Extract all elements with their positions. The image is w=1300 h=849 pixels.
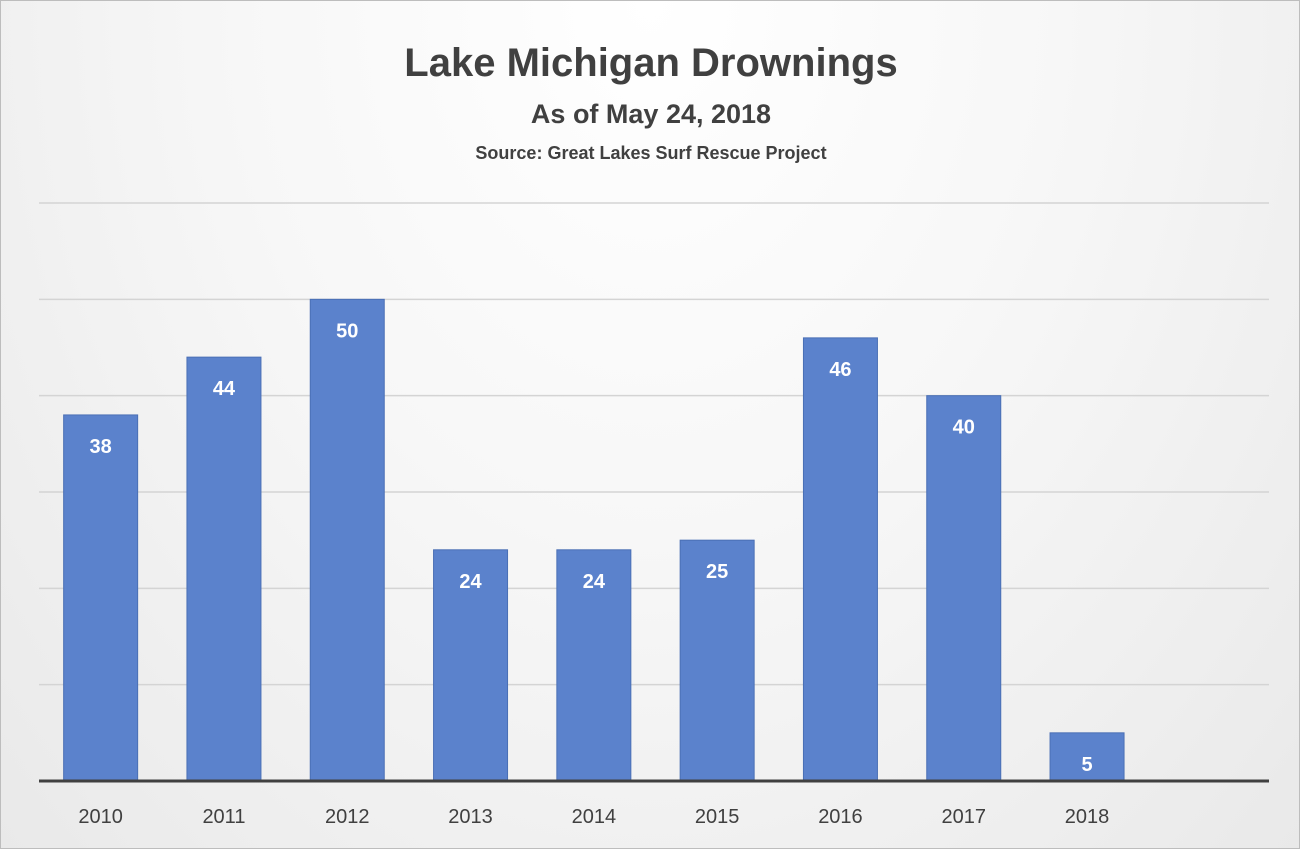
bar — [556, 549, 632, 782]
x-tick-label: 2012 — [325, 806, 370, 828]
x-tick-label: 2018 — [1065, 806, 1110, 828]
chart-title: Lake Michigan Drownings — [404, 41, 898, 85]
data-label: 50 — [336, 320, 358, 342]
bar — [63, 414, 139, 782]
x-tick-label: 2015 — [695, 806, 740, 828]
bar — [802, 337, 878, 782]
bar — [186, 356, 262, 782]
chart-source: Source: Great Lakes Surf Rescue Project — [475, 143, 827, 163]
x-tick-label: 2013 — [448, 806, 493, 828]
data-label: 24 — [583, 571, 606, 593]
data-label: 46 — [829, 359, 851, 381]
x-tick-label: 2016 — [818, 806, 863, 828]
data-label: 25 — [706, 561, 728, 583]
bar — [433, 549, 509, 782]
x-tick-label: 2017 — [942, 806, 987, 828]
data-label: 24 — [459, 571, 482, 593]
chart-subtitle: As of May 24, 2018 — [530, 99, 772, 129]
bar — [309, 298, 385, 782]
data-label: 44 — [213, 378, 236, 400]
x-tick-label: 2014 — [572, 806, 617, 828]
data-label: 40 — [953, 417, 975, 439]
bar — [1049, 732, 1125, 782]
data-label: 5 — [1081, 754, 1092, 776]
bar — [679, 539, 755, 782]
x-tick-label: 2011 — [202, 806, 245, 828]
x-tick-label: 2010 — [78, 806, 123, 828]
data-label: 38 — [90, 436, 112, 458]
bar — [926, 395, 1002, 782]
